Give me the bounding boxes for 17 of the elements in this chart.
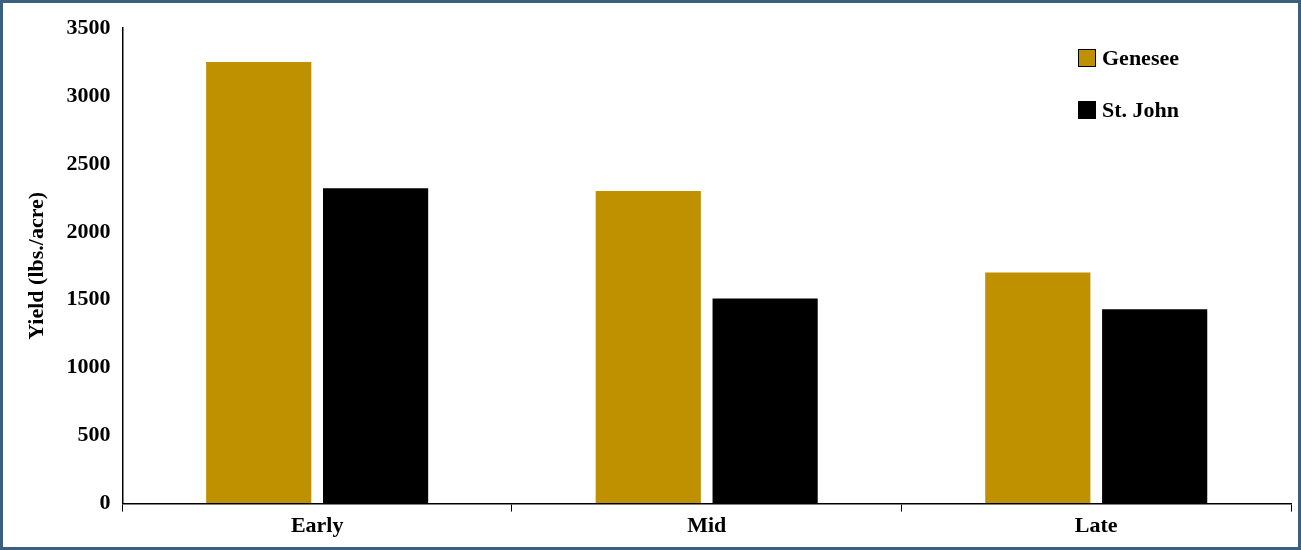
y-tick-label: 500 <box>77 421 111 447</box>
y-tick-label: 2000 <box>66 217 111 243</box>
bar <box>595 191 701 504</box>
x-tick-label: Early <box>290 512 344 538</box>
x-tick-label: Mid <box>687 512 727 538</box>
y-tick-label: 1000 <box>66 353 111 379</box>
x-tick-label: Late <box>1074 512 1118 538</box>
y-tick-label: 3000 <box>66 81 111 107</box>
bar <box>206 61 312 504</box>
y-tick-label: 0 <box>99 489 111 515</box>
legend-label: Genesee <box>1102 45 1179 71</box>
y-tick-label: 2500 <box>66 149 111 175</box>
legend-label: St. John <box>1102 97 1180 123</box>
y-tick-label: 3500 <box>66 13 111 39</box>
y-axis-title: Yield (lbs./acre) <box>22 191 48 340</box>
bar <box>985 272 1091 504</box>
y-tick-label: 1500 <box>66 285 111 311</box>
